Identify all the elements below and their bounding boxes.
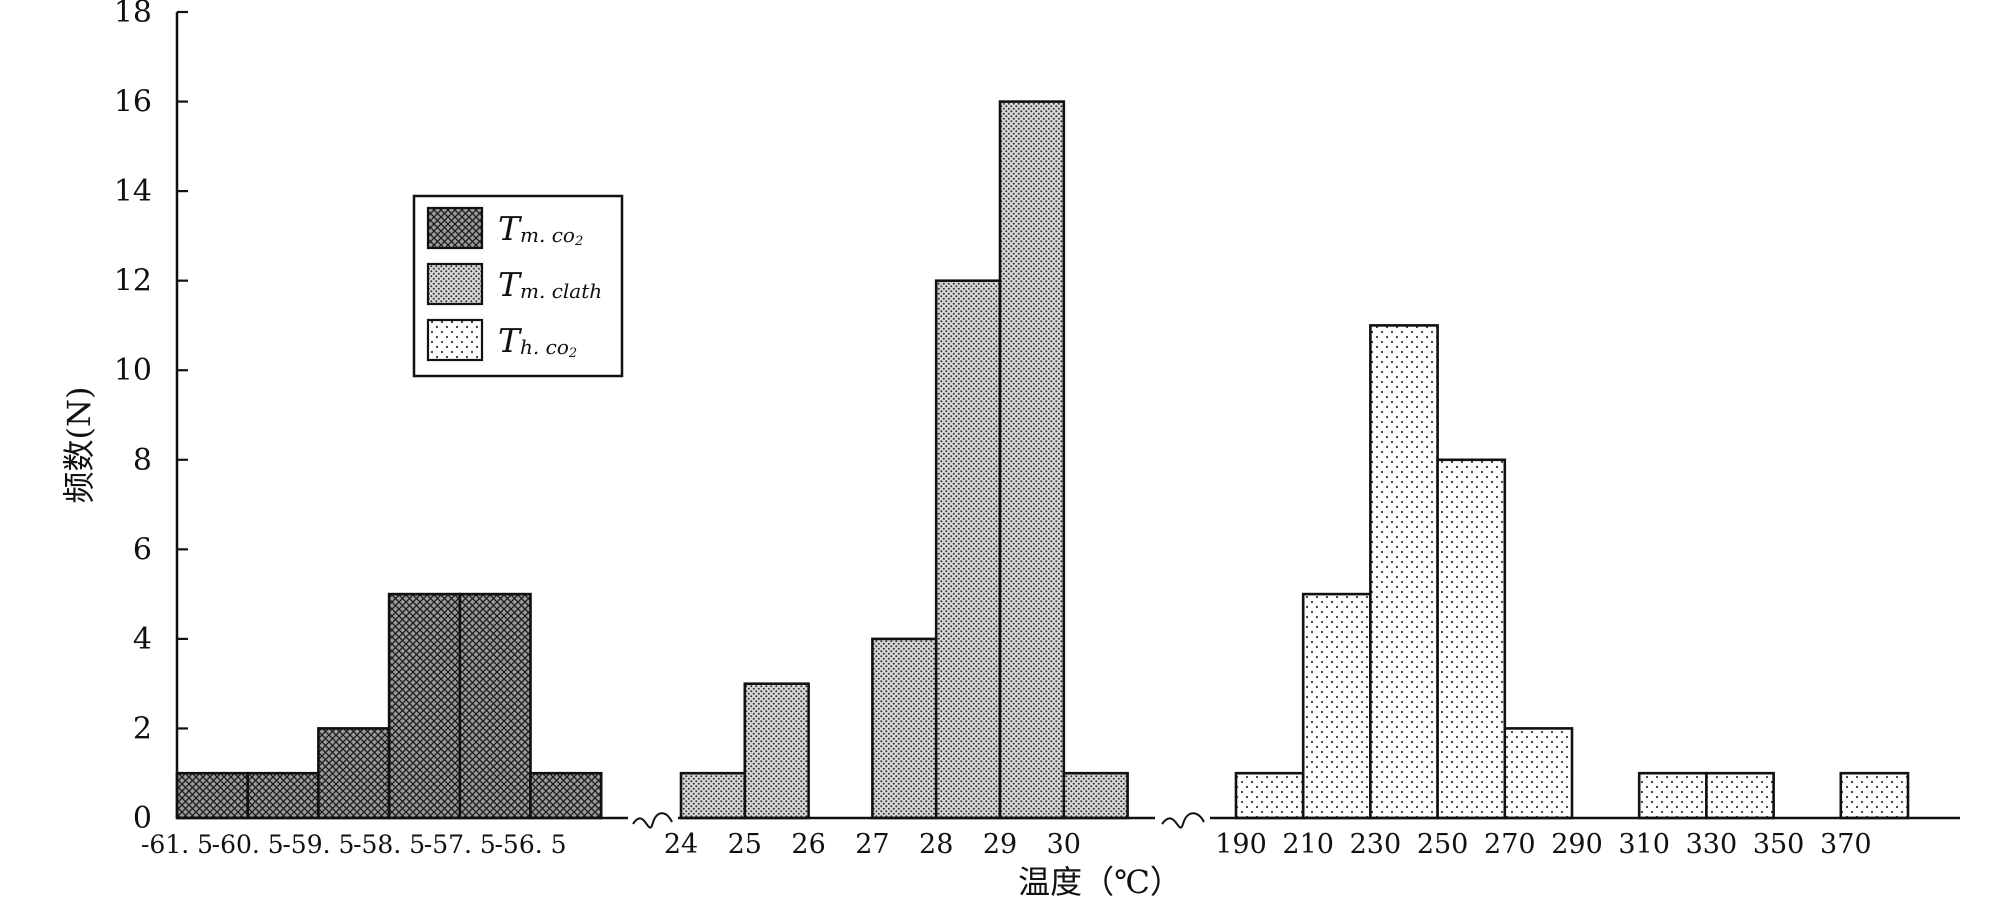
bar-Th-co2 bbox=[1436, 458, 1507, 820]
y-axis-title: 频数(N) bbox=[60, 387, 98, 504]
legend-label: Tm. clath bbox=[498, 265, 602, 304]
x-tick-label: 27 bbox=[855, 829, 889, 860]
y-tick-label: 16 bbox=[114, 85, 152, 120]
y-tick-label: 0 bbox=[133, 801, 152, 836]
x-tick-label: 370 bbox=[1820, 829, 1872, 860]
x-tick-label: 290 bbox=[1551, 829, 1603, 860]
x-tick-label: 230 bbox=[1350, 829, 1402, 860]
bar-Th-co2 bbox=[1503, 727, 1574, 820]
y-tick-label: 14 bbox=[114, 174, 152, 209]
x-axis-title: 温度（℃） bbox=[1018, 863, 1182, 898]
x-tick-label: 330 bbox=[1686, 829, 1738, 860]
x-tick-label: 25 bbox=[728, 829, 762, 860]
bar-Th-co2 bbox=[1301, 592, 1372, 820]
x-tick-label: 30 bbox=[1047, 829, 1081, 860]
bar-Tm-clath bbox=[934, 279, 1002, 820]
legend-swatch bbox=[426, 206, 484, 250]
legend-swatch bbox=[426, 262, 484, 306]
y-tick-label: 4 bbox=[133, 622, 152, 657]
x-tick-label: 26 bbox=[791, 829, 825, 860]
bar-Tm-clath bbox=[1062, 771, 1129, 820]
bar-Tm-co2 bbox=[246, 771, 320, 820]
x-tick-label: -57. 5 bbox=[424, 830, 496, 859]
bar-Th-co2 bbox=[1369, 324, 1439, 820]
bar-Tm-clath bbox=[871, 637, 938, 820]
bar-Tm-co2 bbox=[529, 771, 603, 820]
legend-swatch bbox=[426, 318, 484, 362]
x-tick-label: 28 bbox=[919, 829, 953, 860]
bar-Th-co2 bbox=[1705, 771, 1775, 820]
bar-Tm-co2 bbox=[317, 727, 391, 820]
y-tick-label: 2 bbox=[133, 711, 152, 746]
x-tick-label: 350 bbox=[1753, 829, 1805, 860]
y-tick-label: 12 bbox=[114, 264, 152, 299]
y-tick-label: 6 bbox=[133, 532, 152, 567]
x-tick-label: 210 bbox=[1282, 829, 1334, 860]
axis-break-symbol bbox=[1161, 812, 1205, 829]
bar-Th-co2 bbox=[1839, 771, 1910, 820]
bar-Th-co2 bbox=[1637, 771, 1708, 820]
bar-Tm-clath bbox=[998, 100, 1066, 820]
bar-Tm-clath bbox=[743, 682, 810, 820]
bars-layer bbox=[175, 100, 1910, 820]
x-tick-label: 270 bbox=[1484, 829, 1536, 860]
y-tick-label: 8 bbox=[133, 443, 152, 478]
bar-Tm-co2 bbox=[387, 592, 462, 820]
bar-Tm-co2 bbox=[175, 771, 249, 820]
x-tick-label: -60. 5 bbox=[212, 830, 284, 859]
x-tick-label: -59. 5 bbox=[282, 830, 354, 859]
axes-layer bbox=[175, 10, 1960, 829]
x-tick-label: 24 bbox=[664, 829, 698, 860]
y-tick-label: 10 bbox=[114, 353, 152, 388]
bar-Tm-clath bbox=[679, 771, 747, 820]
y-tick-label: 18 bbox=[114, 0, 152, 30]
x-tick-label: 310 bbox=[1618, 829, 1670, 860]
bar-Th-co2 bbox=[1234, 771, 1305, 820]
x-tick-label: -61. 5 bbox=[141, 830, 213, 859]
x-tick-label: 250 bbox=[1417, 829, 1469, 860]
axis-break-symbol bbox=[632, 812, 673, 829]
x-tick-label: 190 bbox=[1215, 829, 1267, 860]
x-tick-label: -58. 5 bbox=[353, 830, 425, 859]
bar-Tm-co2 bbox=[458, 592, 532, 820]
x-tick-label: 29 bbox=[983, 829, 1017, 860]
x-tick-label: -56. 5 bbox=[494, 830, 566, 859]
